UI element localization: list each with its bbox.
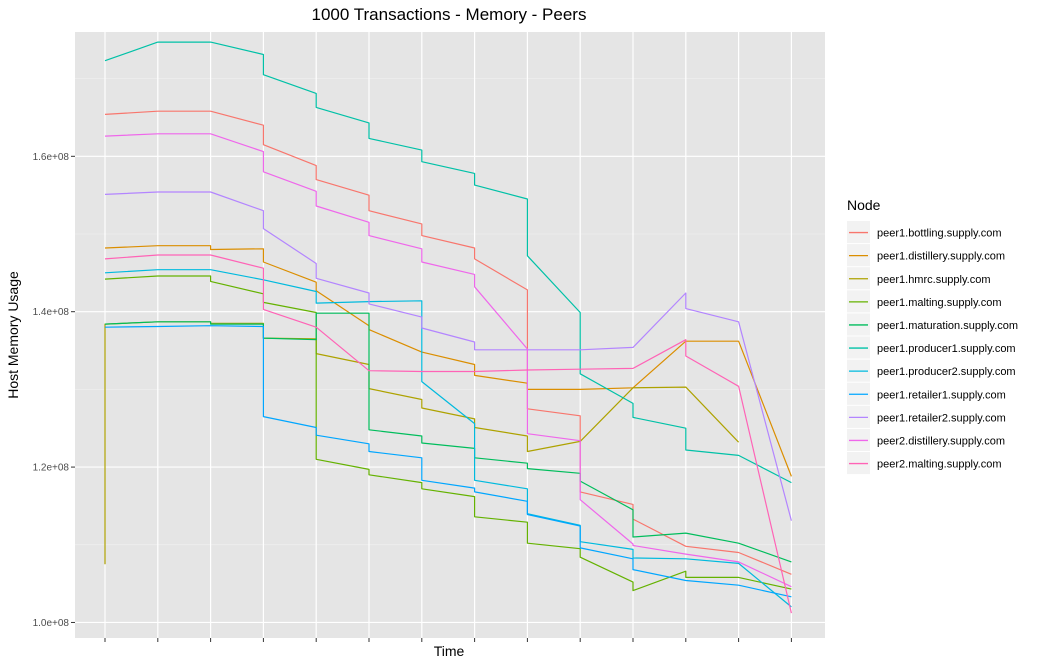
legend-label: peer1.hmrc.supply.com	[877, 274, 991, 286]
legend: Node peer1.bottling.supply.com peer1.dist…	[847, 197, 1018, 475]
series-line	[104, 41, 792, 484]
series-line	[104, 275, 792, 592]
legend-label: peer1.retailer1.supply.com	[877, 389, 1006, 401]
y-axis-title: Host Memory Usage	[5, 271, 21, 399]
series-line	[104, 191, 792, 521]
legend-label: peer1.retailer2.supply.com	[877, 412, 1006, 424]
y-tick-label: 1.6e+08	[33, 152, 70, 163]
legend-label: peer1.malting.supply.com	[877, 297, 1002, 309]
y-tick-label: 1.0e+08	[33, 618, 70, 629]
x-axis	[104, 638, 792, 642]
legend-label: peer2.malting.supply.com	[877, 459, 1002, 471]
grid-minor	[75, 78, 825, 546]
legend-label: peer1.producer2.supply.com	[877, 366, 1016, 378]
chart-title: 1000 Transactions - Memory - Peers	[312, 5, 587, 24]
y-tick-label: 1.2e+08	[33, 463, 70, 474]
legend-label: peer1.producer1.supply.com	[877, 343, 1016, 355]
series-line	[104, 254, 792, 614]
x-axis-title: Time	[434, 643, 465, 659]
legend-label: peer2.distillery.supply.com	[877, 435, 1005, 447]
series-line	[104, 325, 792, 598]
series-line	[104, 245, 792, 477]
series-line	[104, 133, 792, 588]
legend-label: peer1.bottling.supply.com	[877, 228, 1002, 240]
y-tick-label: 1.4e+08	[33, 307, 70, 318]
y-axis: 1.0e+08 1.2e+08 1.4e+08 1.6e+08	[33, 152, 75, 629]
legend-label: peer1.distillery.supply.com	[877, 251, 1005, 263]
legend-title: Node	[847, 197, 881, 213]
series-lines	[104, 41, 792, 614]
legend-label: peer1.maturation.supply.com	[877, 320, 1018, 332]
series-line	[104, 312, 792, 563]
series-line	[104, 269, 792, 608]
